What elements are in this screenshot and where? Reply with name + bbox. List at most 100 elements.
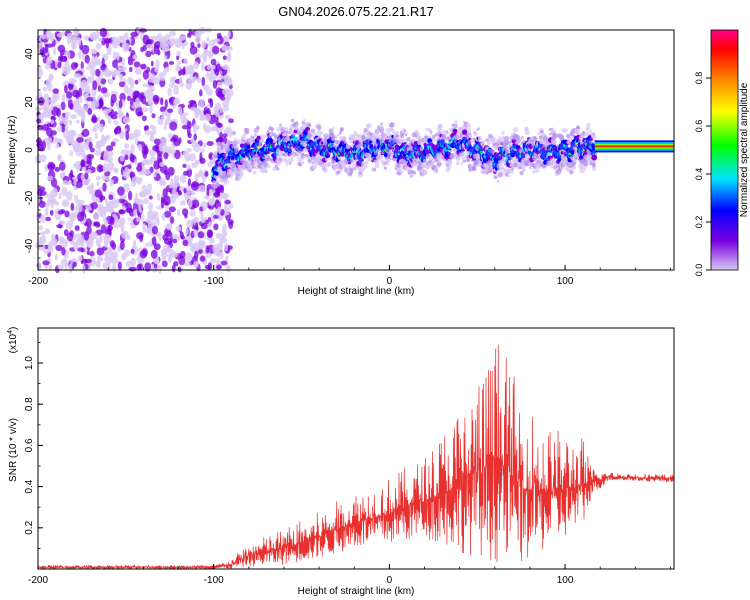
noise-blob bbox=[139, 94, 143, 103]
noise-blob bbox=[66, 32, 74, 43]
ridge-halo bbox=[381, 152, 384, 155]
noise-blob bbox=[95, 123, 102, 129]
noise-blob bbox=[163, 152, 169, 160]
noise-blob bbox=[119, 66, 127, 71]
noise-blob bbox=[109, 179, 114, 187]
noise-blob bbox=[44, 216, 52, 222]
noise-blob bbox=[132, 54, 138, 60]
noise-blob bbox=[151, 113, 156, 119]
noise-blob bbox=[40, 214, 46, 223]
noise-blob bbox=[121, 40, 127, 49]
noise-blob bbox=[91, 116, 98, 124]
noise-blob bbox=[92, 49, 98, 54]
noise-blob bbox=[138, 202, 142, 212]
noise-blob bbox=[95, 176, 101, 181]
noise-blob bbox=[76, 137, 84, 143]
ridge-halo bbox=[225, 180, 230, 184]
noise-blob bbox=[134, 79, 139, 85]
noise-blob bbox=[199, 255, 206, 262]
noise-blob bbox=[115, 198, 120, 203]
noise-blob bbox=[191, 181, 199, 191]
noise-blob bbox=[117, 65, 121, 75]
noise-blob bbox=[39, 154, 47, 163]
noise-blob bbox=[94, 198, 101, 204]
noise-blob bbox=[201, 40, 207, 49]
noise-blob bbox=[194, 173, 199, 182]
noise-blob bbox=[219, 251, 224, 260]
ridge-halo bbox=[307, 122, 311, 127]
noise-blob bbox=[100, 209, 107, 218]
ridge-halo bbox=[449, 150, 452, 153]
ridge-halo bbox=[501, 131, 505, 135]
noise-blob bbox=[98, 235, 103, 243]
noise-blob bbox=[47, 161, 56, 172]
noise-blob bbox=[122, 116, 131, 124]
ridge-halo bbox=[215, 182, 220, 188]
noise-blob bbox=[176, 55, 180, 61]
noise-blob bbox=[105, 38, 109, 49]
noise-blob bbox=[43, 93, 49, 102]
ridge-halo bbox=[272, 140, 276, 144]
ridge-halo bbox=[366, 161, 369, 164]
noise-blob bbox=[173, 98, 179, 107]
ridge-halo bbox=[276, 167, 280, 171]
noise-blob bbox=[116, 51, 120, 61]
ridge-halo bbox=[513, 127, 518, 133]
noise-blob bbox=[169, 148, 176, 154]
noise-blob bbox=[181, 208, 189, 216]
ridge-halo bbox=[250, 135, 254, 139]
ridge-halo bbox=[289, 158, 294, 164]
noise-blob bbox=[117, 186, 125, 196]
noise-blob bbox=[148, 195, 153, 200]
ridge-halo bbox=[262, 168, 268, 173]
ridge-halo bbox=[266, 164, 271, 169]
noise-blob bbox=[141, 115, 147, 122]
noise-blob bbox=[64, 120, 69, 126]
noise-blob bbox=[100, 87, 108, 94]
ridge-halo bbox=[312, 161, 315, 164]
noise-blob bbox=[48, 75, 53, 84]
ridge-halo bbox=[373, 168, 377, 172]
ridge-halo bbox=[298, 163, 302, 167]
ridge-halo bbox=[575, 129, 581, 134]
ridge-halo bbox=[384, 166, 387, 170]
ridge-halo bbox=[282, 132, 287, 137]
ridge-halo bbox=[283, 126, 289, 132]
noise-blob bbox=[129, 135, 136, 140]
noise-blob bbox=[97, 115, 101, 122]
noise-blob bbox=[44, 207, 49, 217]
ridge-halo bbox=[330, 133, 334, 137]
noise-blob bbox=[60, 174, 64, 180]
ridge-halo bbox=[225, 176, 228, 179]
ridge-halo bbox=[285, 133, 289, 137]
noise-blob bbox=[204, 113, 212, 122]
noise-blob bbox=[45, 202, 50, 208]
noise-blob bbox=[198, 109, 202, 115]
noise-blob bbox=[57, 154, 62, 162]
ridge-halo bbox=[317, 125, 322, 130]
noise-blob bbox=[151, 35, 158, 41]
noise-blob bbox=[221, 192, 229, 200]
noise-blob bbox=[142, 83, 150, 88]
noise-blob bbox=[42, 260, 50, 266]
noise-blob bbox=[164, 205, 170, 212]
noise-blob bbox=[169, 76, 176, 85]
noise-blob bbox=[94, 132, 98, 140]
noise-blob bbox=[103, 239, 108, 248]
noise-blob bbox=[69, 103, 74, 110]
noise-blob bbox=[132, 239, 137, 250]
noise-blob bbox=[149, 87, 153, 97]
noise-blob bbox=[214, 102, 222, 111]
noise-blob bbox=[37, 42, 43, 50]
noise-blob bbox=[169, 216, 175, 224]
noise-blob bbox=[173, 175, 178, 185]
noise-blob bbox=[113, 120, 119, 125]
noise-blob bbox=[212, 45, 220, 55]
ridge-halo bbox=[375, 159, 380, 164]
noise-blob bbox=[176, 208, 181, 217]
noise-blob bbox=[200, 217, 206, 224]
ridge-halo bbox=[263, 141, 266, 144]
noise-blob bbox=[145, 50, 152, 58]
noise-blob bbox=[182, 239, 189, 247]
ridge-halo bbox=[432, 138, 437, 143]
